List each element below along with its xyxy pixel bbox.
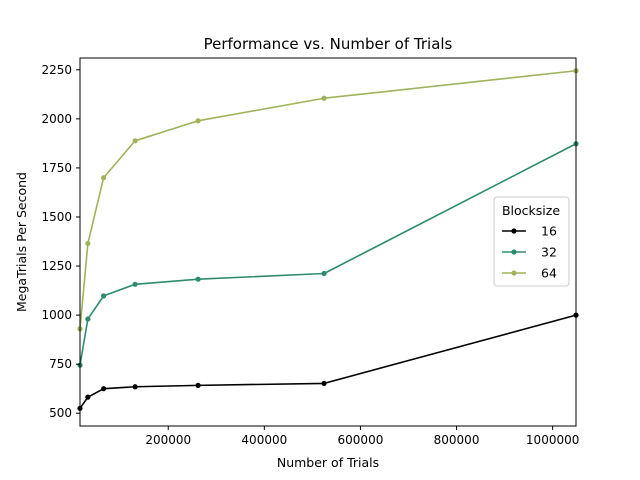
data-point-16 xyxy=(132,384,138,390)
legend-marker-64 xyxy=(511,270,517,276)
data-point-32 xyxy=(85,316,91,322)
x-tick-label: 1000000 xyxy=(526,433,579,447)
series-layer xyxy=(77,68,579,411)
data-point-64 xyxy=(195,118,201,124)
x-axis-title: Number of Trials xyxy=(277,455,379,470)
data-point-64 xyxy=(101,175,107,181)
y-tick-label: 2000 xyxy=(41,112,72,126)
chart-title: Performance vs. Number of Trials xyxy=(204,35,453,53)
legend-marker-32 xyxy=(511,249,517,255)
y-tick-label: 1000 xyxy=(41,308,72,322)
data-point-32 xyxy=(132,281,138,287)
legend-box xyxy=(493,196,570,287)
y-tick-label: 1750 xyxy=(41,161,72,175)
legend-label-64: 64 xyxy=(541,266,557,281)
x-tick-label: 800000 xyxy=(434,433,480,447)
legend: Blocksize 16 32 64 xyxy=(493,196,570,287)
y-tick-label: 500 xyxy=(49,406,72,420)
data-point-16 xyxy=(85,394,91,400)
x-axis: 200000 400000 600000 800000 1000000 xyxy=(145,426,579,447)
legend-label-16: 16 xyxy=(541,224,557,239)
y-tick-label: 1250 xyxy=(41,259,72,273)
data-point-16 xyxy=(101,386,107,392)
data-point-64 xyxy=(321,95,327,101)
y-axis-title: MegaTrials Per Second xyxy=(14,172,29,312)
data-point-32 xyxy=(101,293,107,299)
plot-frame xyxy=(79,57,577,427)
y-tick-label: 2250 xyxy=(41,63,72,77)
legend-label-32: 32 xyxy=(541,245,557,260)
legend-title: Blocksize xyxy=(502,203,560,218)
x-tick-label: 400000 xyxy=(241,433,287,447)
data-point-64 xyxy=(132,138,138,144)
y-tick-label: 750 xyxy=(49,357,72,371)
y-tick-label: 1500 xyxy=(41,210,72,224)
data-point-32 xyxy=(195,276,201,282)
data-point-32 xyxy=(321,270,327,277)
data-point-16 xyxy=(321,380,327,387)
data-point-16 xyxy=(195,382,201,388)
legend-entries: 16 32 64 xyxy=(502,224,557,281)
x-tick-label: 600000 xyxy=(338,433,384,447)
data-point-64 xyxy=(85,240,91,247)
legend-marker-16 xyxy=(511,228,517,234)
y-axis: 500 750 1000 1250 1500 1750 2000 2250 xyxy=(41,63,80,420)
x-tick-label: 200000 xyxy=(145,433,191,447)
